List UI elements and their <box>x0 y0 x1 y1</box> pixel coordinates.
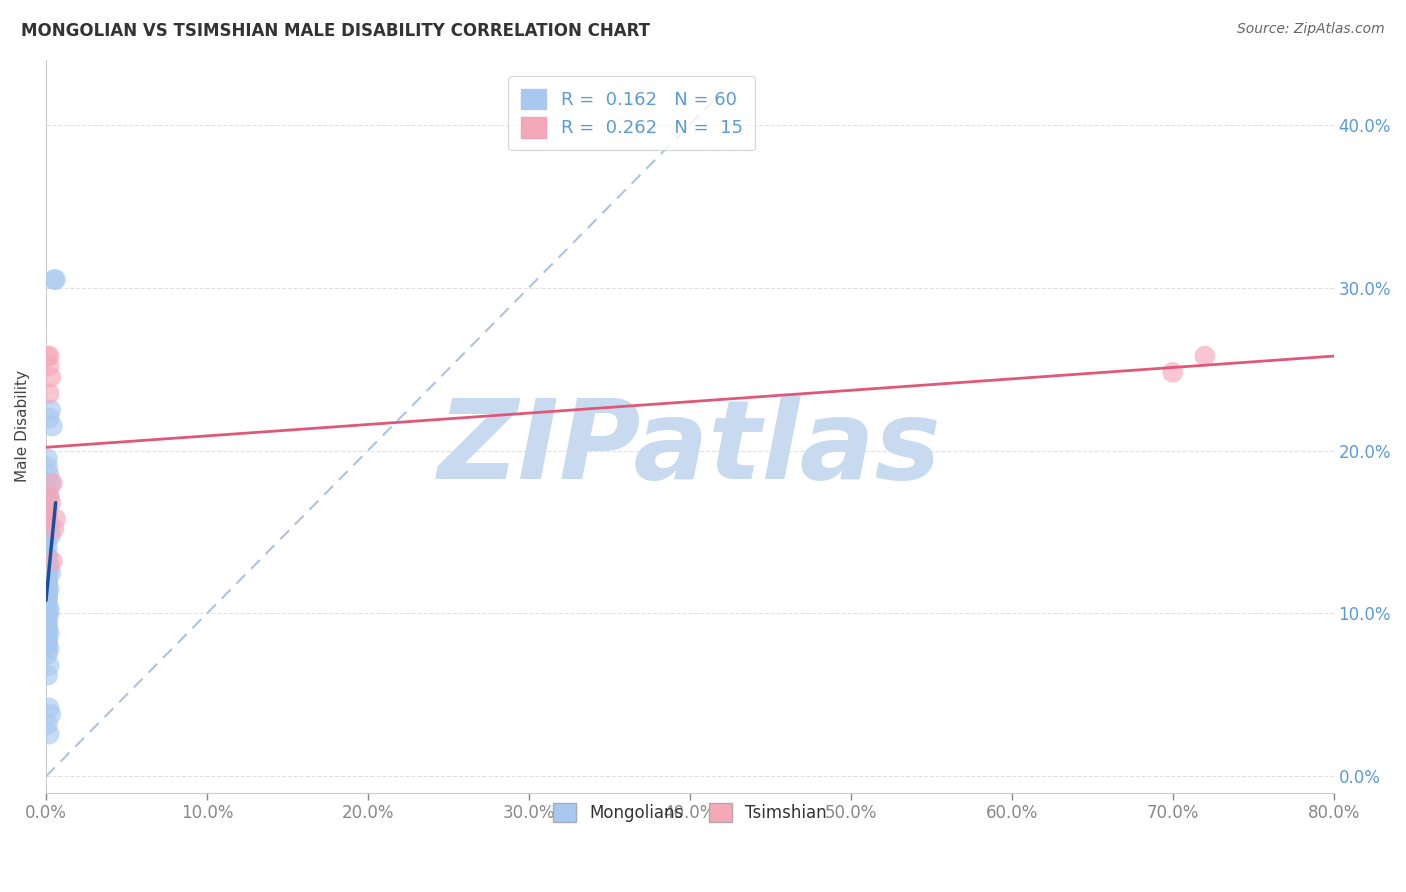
Point <box>37 585 59 599</box>
Point <box>38 558 60 572</box>
Point <box>37 609 59 624</box>
Point <box>37 577 59 591</box>
Point <box>39 707 62 722</box>
Point <box>1161 365 1184 379</box>
Point <box>37 618 59 632</box>
Point <box>37 492 59 507</box>
Point <box>37 593 59 607</box>
Point <box>38 701 60 715</box>
Point <box>37 623 59 637</box>
Point <box>37 668 59 682</box>
Point <box>37 590 59 604</box>
Point <box>37 639 59 653</box>
Point <box>37 549 59 564</box>
Point <box>37 541 59 556</box>
Point <box>45 272 67 286</box>
Point <box>37 571 59 585</box>
Point <box>38 489 60 503</box>
Point <box>38 582 60 596</box>
Point <box>37 508 59 523</box>
Point <box>37 623 59 637</box>
Point <box>37 631 59 645</box>
Point <box>37 574 59 588</box>
Point <box>38 386 60 401</box>
Point <box>37 566 59 580</box>
Point <box>37 506 59 520</box>
Point <box>37 451 59 466</box>
Point <box>37 582 59 596</box>
Point <box>38 489 60 503</box>
Point <box>38 607 60 621</box>
Point <box>42 522 65 536</box>
Point <box>38 349 60 363</box>
Point <box>37 590 59 604</box>
Legend: Mongolians, Tsimshian: Mongolians, Tsimshian <box>540 789 841 836</box>
Point <box>37 549 59 564</box>
Point <box>37 349 59 363</box>
Point <box>38 642 60 657</box>
Point <box>41 476 63 491</box>
Point <box>38 468 60 483</box>
Point <box>37 484 59 499</box>
Point <box>37 512 59 526</box>
Point <box>37 599 59 613</box>
Point <box>39 566 62 580</box>
Point <box>38 626 60 640</box>
Point <box>37 552 59 566</box>
Point <box>38 658 60 673</box>
Point <box>38 411 60 425</box>
Point <box>45 512 67 526</box>
Point <box>37 607 59 621</box>
Point <box>38 601 60 615</box>
Y-axis label: Male Disability: Male Disability <box>15 370 30 483</box>
Point <box>37 558 59 572</box>
Point <box>37 459 59 474</box>
Point <box>38 359 60 373</box>
Point <box>37 533 59 548</box>
Point <box>37 574 59 588</box>
Text: MONGOLIAN VS TSIMSHIAN MALE DISABILITY CORRELATION CHART: MONGOLIAN VS TSIMSHIAN MALE DISABILITY C… <box>21 22 650 40</box>
Point <box>39 476 62 491</box>
Point <box>39 496 62 510</box>
Point <box>38 727 60 741</box>
Point <box>37 717 59 731</box>
Point <box>42 272 65 286</box>
Point <box>39 402 62 417</box>
Point <box>37 615 59 629</box>
Point <box>1194 349 1216 363</box>
Point <box>37 500 59 515</box>
Point <box>41 419 63 434</box>
Point <box>37 636 59 650</box>
Point <box>38 516 60 531</box>
Point <box>38 561 60 575</box>
Point <box>39 370 62 384</box>
Point <box>39 528 62 542</box>
Point <box>38 524 60 539</box>
Point <box>37 516 59 531</box>
Text: ZIPatlas: ZIPatlas <box>437 394 942 501</box>
Point <box>37 647 59 661</box>
Point <box>41 554 63 568</box>
Point <box>37 634 59 648</box>
Text: Source: ZipAtlas.com: Source: ZipAtlas.com <box>1237 22 1385 37</box>
